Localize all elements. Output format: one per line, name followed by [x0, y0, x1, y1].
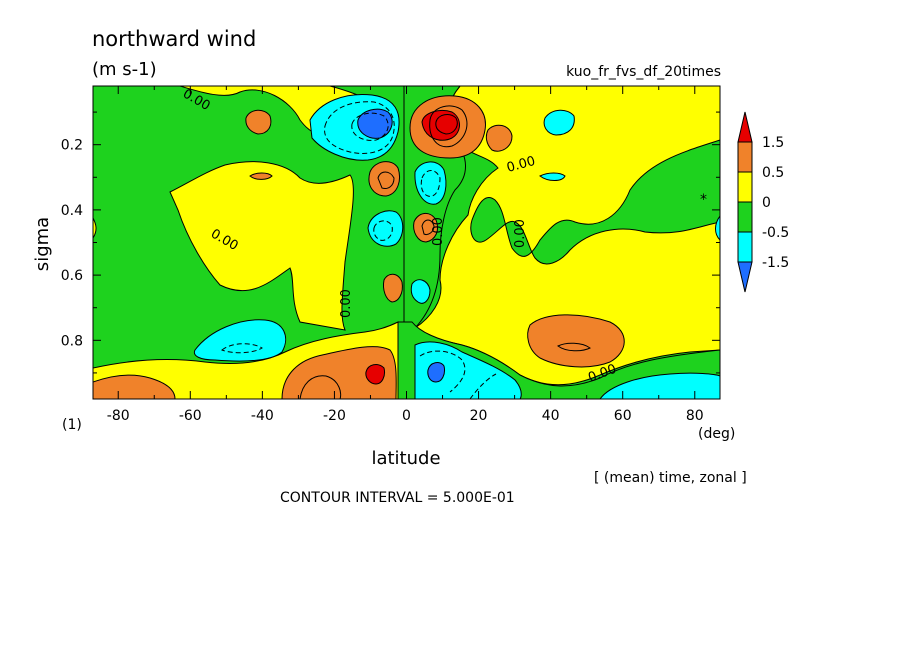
- colorbar-bin-yellow: [737, 171, 753, 203]
- colorbar-over-arrow: [737, 111, 753, 143]
- contour-solid-2: [435, 114, 458, 135]
- colorbar-label-4: -0.5: [762, 225, 789, 241]
- colorbar-bin-orange: [737, 141, 753, 173]
- region-cyan-lower-sh: [193, 319, 287, 362]
- contour-lines-solid: [299, 105, 591, 399]
- contour-label-ne: 0.00: [505, 154, 537, 176]
- x-unit-label: (deg): [698, 426, 735, 442]
- region-orange-ne-lower: [527, 314, 625, 368]
- x-tick-label: 40: [542, 408, 560, 424]
- contour-solid-3: [299, 375, 342, 399]
- contour-label-e: 0.00: [513, 219, 528, 248]
- region-cyan-lower-nh: [414, 341, 522, 399]
- y-axis: 0.2 0.4 0.6 0.8: [61, 111, 720, 374]
- region-cyan-ne-1: [543, 109, 575, 136]
- y-tick-label: 0.8: [61, 333, 83, 349]
- y-axis-label: sigma: [32, 217, 53, 271]
- averaging-note: [ (mean) time, zonal ]: [594, 470, 747, 486]
- corner-label: (1): [62, 417, 82, 433]
- region-orange-blob-6: [249, 172, 273, 180]
- contour-solid-6: [377, 171, 395, 189]
- contour-lines-dashed: [221, 101, 497, 399]
- region-orange-blob-3: [368, 161, 400, 197]
- x-tick-label: -20: [323, 408, 346, 424]
- contour-solid-4: [557, 342, 591, 352]
- colorbar-label-5: -1.5: [762, 255, 789, 271]
- y-tick-label: 0.2: [61, 138, 83, 154]
- contour-dash-3: [221, 343, 263, 354]
- contour-dash-5: [469, 373, 497, 399]
- region-orange-blob-5: [383, 273, 403, 303]
- region-blue-upper: [357, 108, 393, 139]
- contour-label-eq: 0.00: [431, 217, 446, 246]
- region-cyan-mid-3: [410, 279, 431, 304]
- region-orange-sw: [93, 374, 176, 399]
- region-orange-blob-2: [485, 124, 513, 152]
- colorbar-label-3: 0: [762, 195, 771, 211]
- region-red-lower: [365, 364, 385, 385]
- contour-interval-label: CONTOUR INTERVAL = 5.000E-01: [280, 490, 515, 506]
- x-tick-label: -60: [179, 408, 202, 424]
- colorbar-label-1: 1.5: [762, 135, 784, 151]
- contour-label-sw: 0.00: [339, 289, 354, 318]
- contour-solid-1: [429, 105, 468, 148]
- contour-solid-5: [421, 219, 435, 235]
- colorbar: 1.5 0.5 0 -0.5 -1.5: [737, 111, 789, 293]
- x-tick-label: 80: [686, 408, 704, 424]
- contour-dash-6: [420, 170, 441, 197]
- x-axis-label: latitude: [371, 448, 440, 469]
- region-orange-lower-sh: [281, 346, 397, 399]
- y-tick-label: 0.6: [61, 268, 83, 284]
- x-tick-label: 60: [614, 408, 632, 424]
- chart-title: northward wind: [92, 27, 256, 51]
- region-blue-lower: [427, 362, 445, 383]
- y-tick-label: 0.4: [61, 203, 83, 219]
- region-cyan-ne-2: [539, 172, 566, 181]
- x-tick-label: -80: [107, 408, 130, 424]
- colorbar-label-2: 0.5: [762, 165, 784, 181]
- x-axis: -80 -60 -40 -20 0 20 40 60 80: [107, 86, 704, 424]
- units-label: (m s-1): [92, 59, 157, 80]
- contour-field: [93, 86, 720, 399]
- x-tick-label: 20: [470, 408, 488, 424]
- region-green-east-tongue: [470, 139, 720, 265]
- contour-dash-7: [373, 220, 393, 241]
- colorbar-bin-cyan: [737, 231, 753, 263]
- region-orange-blob-4: [413, 213, 439, 243]
- region-cyan-se: [599, 372, 720, 399]
- region-cyan-mid-2: [414, 161, 447, 205]
- asterisk-mark: *: [700, 192, 707, 208]
- region-yellow-west: [169, 161, 354, 331]
- contour-dash-1: [324, 101, 395, 154]
- x-tick-label: -40: [251, 408, 274, 424]
- colorbar-bin-green: [737, 201, 753, 233]
- contour-dash-2: [351, 112, 389, 141]
- colorbar-under-arrow: [737, 261, 753, 293]
- region-orange-blob-1: [245, 109, 272, 135]
- x-tick-label: 0: [402, 408, 411, 424]
- run-name-label: kuo_fr_fvs_df_20times: [566, 64, 721, 80]
